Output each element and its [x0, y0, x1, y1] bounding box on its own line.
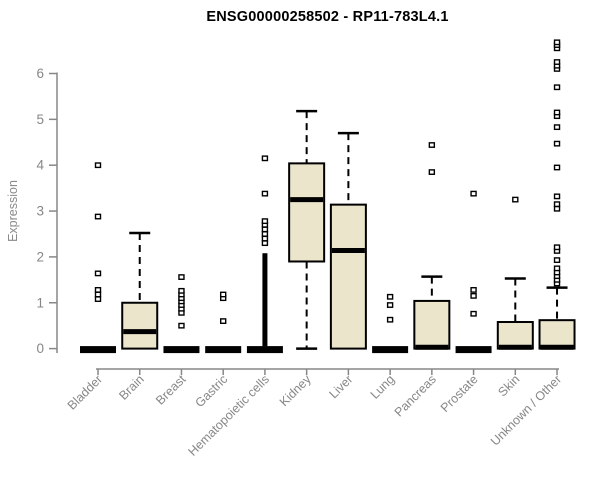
box-brain [121, 231, 159, 350]
outlier-point [94, 296, 102, 302]
outlier-point [553, 109, 561, 116]
outlier-point [553, 265, 561, 272]
x-axis-label: Bladder [65, 372, 105, 412]
outlier-point [261, 235, 269, 242]
outlier-point [386, 293, 394, 300]
outlier-point [553, 201, 561, 208]
y-axis: 0 1 2 3 4 5 6 [36, 66, 58, 356]
outlier-point [428, 142, 436, 148]
dense-outlier-stack [262, 253, 268, 347]
outlier-point [553, 193, 561, 200]
outlier-point [386, 316, 394, 323]
outlier-point [219, 291, 227, 298]
outlier-point [94, 287, 102, 293]
x-axis-label: Lung [368, 372, 398, 402]
outlier-point [94, 162, 102, 169]
box-lung [372, 293, 409, 354]
box-liver [329, 131, 367, 350]
outlier-point [553, 39, 561, 46]
outlier-point [261, 231, 269, 237]
x-axis-label: Kidney [277, 372, 314, 409]
outlier-point [94, 291, 102, 298]
collapsed-box [80, 346, 116, 354]
outlier-point [553, 205, 561, 212]
x-axis-label: Hematopoietic cells [185, 372, 272, 459]
y-tick-label: 0 [36, 341, 44, 356]
box-prostate [455, 190, 492, 354]
box-pancreas [413, 142, 451, 350]
outlier-point [470, 310, 477, 317]
outlier-point [553, 124, 561, 131]
outlier-point [470, 287, 477, 293]
y-tick-label: 3 [36, 204, 44, 219]
x-axis-label: Pancreas [392, 372, 439, 419]
outlier-point [470, 292, 477, 299]
box-bladder [80, 162, 116, 354]
box-breast [163, 274, 200, 354]
box-unknown-other [538, 39, 576, 350]
box-gastric [205, 291, 242, 354]
outlier-point [512, 196, 519, 203]
outlier-point [470, 190, 477, 197]
x-axis-label: Gastric [192, 372, 230, 410]
outlier-point [219, 318, 227, 324]
outlier-point [261, 240, 269, 247]
outlier-point [178, 274, 185, 280]
collapsed-box [163, 346, 200, 354]
outlier-point [428, 169, 436, 175]
outlier-point [553, 59, 561, 65]
y-tick-label: 2 [36, 249, 44, 264]
collapsed-box [246, 346, 283, 354]
x-axis-label: Liver [326, 372, 355, 401]
outlier-point [178, 322, 185, 329]
collapsed-box [455, 346, 492, 354]
outlier-point [261, 155, 269, 162]
box-kidney [288, 109, 326, 350]
y-tick-label: 1 [36, 295, 44, 310]
y-tick-label: 6 [36, 66, 44, 81]
outlier-point [94, 213, 102, 220]
x-axis-label: Brain [116, 372, 147, 403]
y-tick-label: 5 [36, 112, 44, 127]
outlier-point [553, 164, 561, 171]
collapsed-box [372, 346, 409, 354]
x-axis-label: Unknown / Other [488, 372, 564, 448]
x-axis-label: Prostate [438, 372, 481, 415]
outlier-point [553, 257, 561, 264]
x-axis-label: Skin [495, 372, 522, 399]
outlier-point [178, 287, 185, 294]
outlier-point [553, 244, 561, 251]
chart-title: ENSG00000258502 - RP11-783L4.1 [206, 9, 449, 25]
outlier-point [261, 218, 269, 225]
collapsed-box [205, 346, 242, 354]
outlier-point [386, 302, 394, 308]
outlier-point [94, 270, 102, 277]
outlier-point [261, 226, 269, 233]
outlier-point [553, 140, 561, 147]
box-hematopoietic-cells [246, 155, 283, 354]
outlier-point [553, 84, 561, 91]
x-axis-label: Breast [153, 372, 189, 408]
box-skin [496, 196, 534, 350]
y-tick-label: 4 [36, 158, 44, 173]
outlier-point [261, 190, 269, 197]
